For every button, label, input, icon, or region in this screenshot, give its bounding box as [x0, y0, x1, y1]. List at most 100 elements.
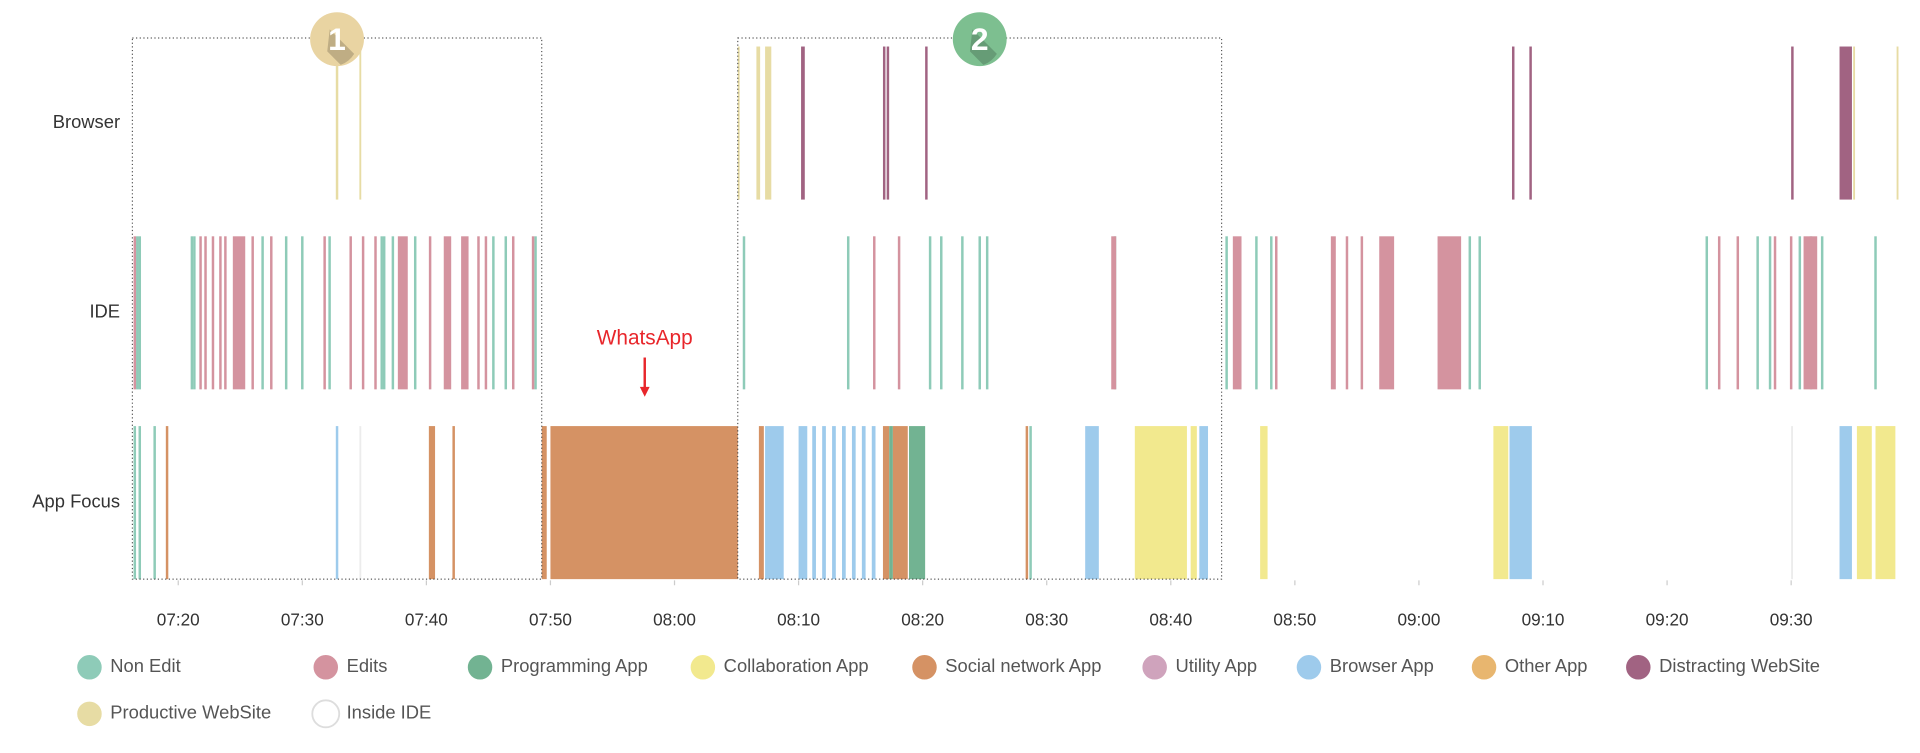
event-segment: [1134, 426, 1187, 580]
event-segment: [1896, 46, 1899, 200]
event-segment: [284, 236, 288, 390]
event-segment: [1839, 426, 1852, 580]
event-segment: [380, 236, 383, 390]
event-segment: [886, 46, 890, 200]
event-segment: [153, 426, 156, 580]
annotation-label: 1: [328, 21, 346, 57]
event-segment: [889, 426, 893, 580]
x-tick-label: 08:40: [1149, 609, 1192, 629]
legend-label: Browser App: [1330, 655, 1434, 676]
event-segment: [301, 236, 304, 390]
x-tick-label: 08:00: [653, 609, 696, 629]
event-segment: [1803, 236, 1818, 390]
event-segment: [928, 236, 932, 390]
event-segment: [374, 236, 377, 390]
event-segment: [758, 426, 764, 580]
event-segment: [1717, 236, 1721, 390]
event-segment: [1225, 236, 1228, 390]
legend-label: Distracting WebSite: [1659, 655, 1820, 676]
event-segment: [1199, 426, 1209, 580]
event-segment: [909, 426, 926, 580]
event-segment: [133, 426, 137, 580]
event-segment: [361, 236, 365, 390]
event-segment: [504, 236, 508, 390]
event-segment: [1839, 46, 1852, 200]
event-segment: [1255, 236, 1258, 390]
event-segment: [349, 236, 352, 390]
x-tick-label: 08:20: [901, 609, 944, 629]
x-tick-label: 07:40: [405, 609, 448, 629]
event-segment: [1789, 236, 1793, 390]
event-segment: [428, 236, 432, 390]
event-segment: [1379, 236, 1395, 390]
event-segment: [1856, 426, 1872, 580]
event-segment: [335, 46, 339, 200]
event-segment: [1493, 426, 1509, 580]
event-segment: [224, 236, 227, 390]
event-segment: [270, 236, 273, 390]
event-segment: [531, 236, 535, 390]
event-segment: [882, 46, 886, 200]
event-segment: [359, 46, 362, 200]
event-segment: [737, 46, 740, 200]
event-segment: [550, 426, 738, 580]
event-segment: [136, 236, 139, 390]
legend-label: Collaboration App: [724, 655, 869, 676]
event-segment: [1875, 426, 1896, 580]
legend-swatch: [311, 652, 341, 682]
event-segment: [328, 236, 331, 390]
legend-label: Non Edit: [110, 655, 180, 676]
event-segment: [199, 236, 202, 390]
event-segment: [798, 426, 808, 580]
badge-shadow: [327, 29, 355, 65]
x-tick-label: 09:20: [1646, 609, 1689, 629]
event-segment: [1029, 426, 1032, 580]
event-segment: [1768, 236, 1772, 390]
event-segment: [477, 236, 480, 390]
event-segment: [461, 236, 469, 390]
event-segment: [1820, 236, 1824, 390]
x-tick-label: 09:10: [1522, 609, 1565, 629]
event-segment: [138, 426, 142, 580]
event-segment: [873, 236, 876, 390]
event-segment: [165, 426, 169, 580]
annotation-badge: [310, 12, 364, 67]
legend-label: Programming App: [501, 655, 648, 676]
legend-swatch: [74, 652, 105, 682]
event-segment: [925, 46, 928, 200]
event-segment: [1275, 236, 1278, 390]
callout-arrowhead: [639, 386, 650, 397]
event-segment: [323, 236, 326, 390]
event-segment: [940, 236, 943, 390]
event-segment: [413, 236, 417, 390]
legend-label: Other App: [1505, 655, 1588, 676]
event-segment: [484, 236, 488, 390]
event-segment: [1705, 236, 1709, 390]
event-segment: [1874, 236, 1877, 390]
event-segment: [452, 426, 455, 580]
event-segment: [492, 236, 495, 390]
event-segment: [1791, 426, 1794, 580]
event-segment: [261, 236, 264, 390]
event-segment: [1529, 46, 1532, 200]
event-segment: [882, 426, 890, 580]
event-segment: [985, 236, 989, 390]
event-segment: [138, 236, 142, 390]
event-segment: [756, 46, 761, 200]
event-segment: [1791, 46, 1794, 200]
event-segment: [1511, 46, 1515, 200]
event-segment: [978, 236, 981, 390]
event-segment: [219, 236, 222, 390]
event-segment: [1330, 236, 1336, 390]
callout-label: WhatsApp: [597, 327, 693, 350]
event-segment: [861, 426, 866, 580]
event-segment: [851, 426, 856, 580]
event-segment: [1345, 236, 1349, 390]
event-segment: [1468, 236, 1472, 390]
event-segment: [1190, 426, 1197, 580]
x-tick-label: 07:20: [157, 609, 200, 629]
legend-label: Productive WebSite: [110, 702, 271, 723]
x-tick-label: 09:00: [1398, 609, 1441, 629]
legend-label: Inside IDE: [347, 702, 432, 723]
